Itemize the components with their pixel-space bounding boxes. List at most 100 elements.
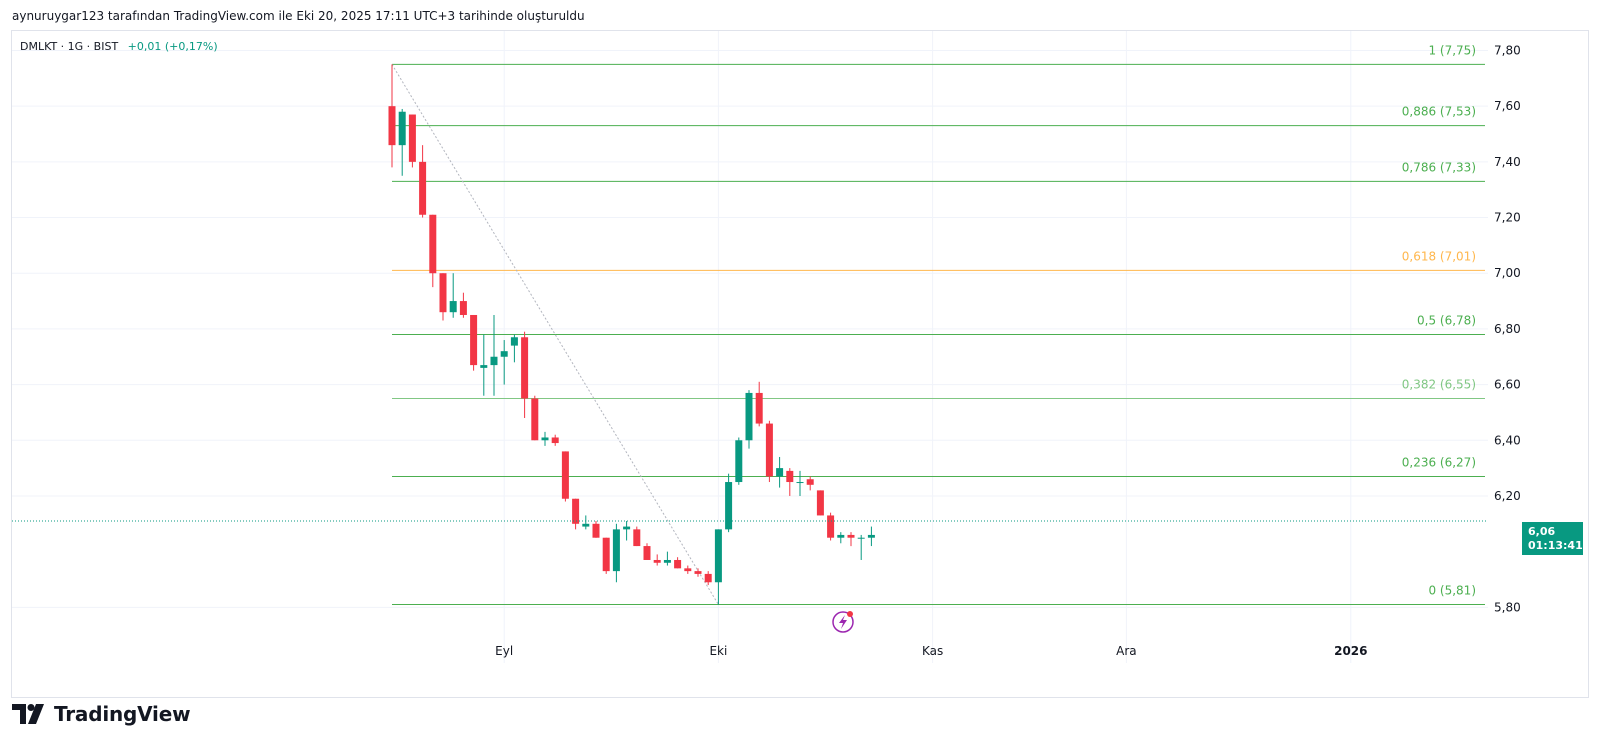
time-tick-label: Kas xyxy=(922,644,943,658)
candle-body xyxy=(755,392,763,424)
candle-body xyxy=(582,523,590,527)
candle-body xyxy=(653,559,661,563)
candle-body xyxy=(439,273,447,313)
chart-frame xyxy=(11,30,1589,698)
candle xyxy=(745,390,753,449)
fib-level-label: 0,618 (7,01) xyxy=(1402,249,1476,263)
candle xyxy=(572,498,580,530)
candle xyxy=(449,273,457,318)
candle xyxy=(500,340,508,385)
candle-body xyxy=(602,537,610,572)
time-tick-label: Eyl xyxy=(495,644,513,658)
price-tick-label: 7,80 xyxy=(1494,43,1521,57)
candle-body xyxy=(857,537,865,539)
candle xyxy=(459,292,467,318)
candle-body xyxy=(714,529,722,583)
symbol-name[interactable]: DMLKT · 1G · BIST xyxy=(20,40,119,53)
candle-body xyxy=(694,571,702,574)
candle-body xyxy=(490,356,498,366)
candle-body xyxy=(725,482,733,530)
candle-body xyxy=(674,559,682,569)
time-tick-label: 2026 xyxy=(1334,644,1367,658)
candle xyxy=(398,108,406,176)
candle-body xyxy=(531,398,539,441)
candle xyxy=(521,331,529,418)
candle xyxy=(796,470,804,496)
candle xyxy=(776,456,784,488)
candle xyxy=(786,468,794,496)
candle-body xyxy=(806,479,814,485)
candle-body xyxy=(623,526,631,530)
candle xyxy=(633,526,641,547)
candle xyxy=(704,571,712,586)
candle-body xyxy=(796,482,804,484)
candle-body xyxy=(480,365,488,368)
publish-note: aynuruygar123 tarafından TradingView.com… xyxy=(12,9,585,23)
candle xyxy=(551,434,559,446)
candle-body xyxy=(388,106,396,146)
candle xyxy=(806,476,814,491)
price-tick-label: 7,20 xyxy=(1494,211,1521,225)
trend-line xyxy=(391,64,719,605)
candle-body xyxy=(449,301,457,313)
candle xyxy=(847,532,855,547)
candle-body xyxy=(592,523,600,538)
fib-level-label: 0 (5,81) xyxy=(1428,584,1476,598)
candle-body xyxy=(612,529,620,572)
candle xyxy=(429,214,437,288)
candle xyxy=(867,526,875,547)
price-tick-label: 6,60 xyxy=(1494,378,1521,392)
candle-body xyxy=(765,423,773,477)
candle-body xyxy=(837,534,845,538)
candle xyxy=(541,431,549,446)
candle-body xyxy=(684,568,692,572)
candle xyxy=(592,521,600,538)
candle-body xyxy=(735,440,743,483)
candle-body xyxy=(633,529,641,547)
candle-body xyxy=(776,468,784,477)
candle xyxy=(714,529,722,605)
candle-body xyxy=(643,546,651,560)
price-tick-label: 6,40 xyxy=(1494,433,1521,447)
price-tick-label: 6,20 xyxy=(1494,489,1521,503)
candle xyxy=(561,451,569,502)
candle xyxy=(490,314,498,396)
candle-body xyxy=(704,573,712,583)
candle xyxy=(755,381,763,427)
candle xyxy=(388,64,396,168)
candle-body xyxy=(561,451,569,499)
candle xyxy=(694,568,702,577)
candle xyxy=(419,145,427,218)
price-tick-label: 7,00 xyxy=(1494,266,1521,280)
candle-body xyxy=(521,337,529,399)
fib-level-label: 0,5 (6,78) xyxy=(1417,313,1476,327)
candle xyxy=(684,565,692,574)
candle xyxy=(725,473,733,533)
price-tick-label: 7,40 xyxy=(1494,155,1521,169)
fib-trend-line xyxy=(391,64,719,605)
tradingview-logo[interactable]: TradingView xyxy=(12,701,191,727)
candle-body xyxy=(500,351,508,357)
price-tick-label: 6,80 xyxy=(1494,322,1521,336)
candle xyxy=(623,521,631,541)
candle xyxy=(827,512,835,541)
candle xyxy=(439,273,447,321)
news-icon[interactable] xyxy=(832,611,854,633)
candle-body xyxy=(663,559,671,563)
fib-level-label: 0,236 (6,27) xyxy=(1402,455,1476,469)
candle-body xyxy=(551,437,559,444)
time-axis: Eyl Eki Kas Ara 2026 xyxy=(495,644,1367,658)
candle-body xyxy=(867,534,875,538)
candle xyxy=(612,523,620,583)
symbol-info[interactable]: DMLKT · 1G · BIST +0,01 (+0,17%) xyxy=(20,40,218,53)
candle-body xyxy=(398,111,406,146)
candle-body xyxy=(572,498,580,524)
candle-body xyxy=(786,470,794,483)
candle xyxy=(480,334,488,396)
candle-body xyxy=(816,490,824,516)
candles xyxy=(388,64,875,605)
time-tick-label: Eki xyxy=(709,644,727,658)
candle-body xyxy=(847,534,855,538)
last-price-value: 6,06 xyxy=(1528,525,1556,538)
